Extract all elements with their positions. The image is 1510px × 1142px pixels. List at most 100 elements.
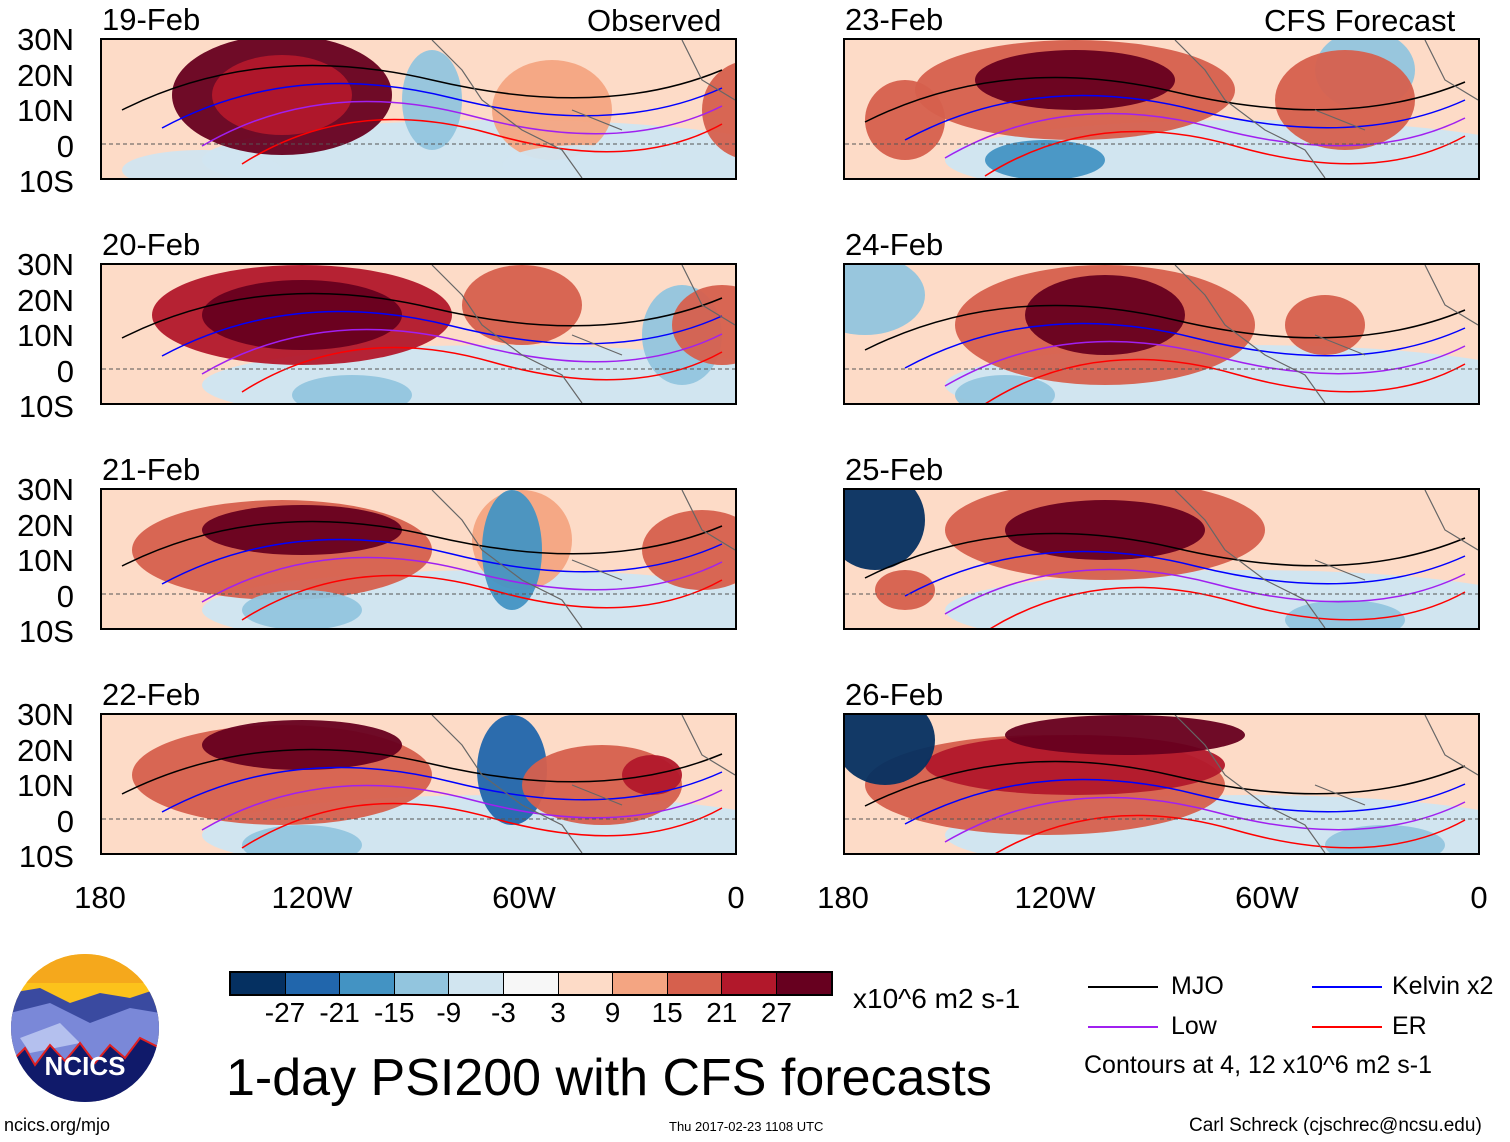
colorbar-swatch (776, 973, 831, 994)
lat-label: 20N (17, 507, 74, 543)
lat-label: 0 (56, 578, 74, 614)
lat-label: 10N (17, 768, 74, 803)
lat-label: 20N (17, 57, 74, 93)
contour-line (201, 328, 723, 375)
anomaly-field (845, 715, 935, 785)
lat-label: 30N (17, 247, 74, 282)
map-panel-25-feb (843, 488, 1480, 630)
lat-label: 0 (56, 128, 74, 164)
kelvin-legend-label: Kelvin x2 (1392, 972, 1494, 1000)
contour-line (944, 796, 1466, 843)
contour-line (241, 346, 723, 393)
panel-date: 21-Feb (102, 452, 201, 487)
lat-label: 0 (56, 803, 74, 839)
coastline (431, 265, 735, 403)
contour-line (161, 310, 723, 357)
contour-line (944, 112, 1466, 159)
anomaly-field (955, 375, 1055, 403)
anomaly-field (1005, 500, 1205, 560)
contour-line (944, 340, 1466, 387)
contour-line (990, 586, 1466, 628)
source-url[interactable]: ncics.org/mjo (4, 1115, 111, 1135)
contour-line (161, 82, 723, 129)
anomaly-field (292, 375, 412, 403)
contour-line (985, 358, 1466, 403)
forecast-label: CFS Forecast (1264, 3, 1456, 38)
contour-line (944, 568, 1466, 615)
panel-date: 22-Feb (102, 677, 201, 712)
panel-date: 24-Feb (845, 227, 944, 262)
anomaly-field (1325, 825, 1445, 853)
lat-label: 10S (18, 614, 74, 649)
lat-label: 10S (18, 839, 74, 874)
observed-label: Observed (587, 3, 722, 38)
contour-line (984, 130, 1466, 177)
coastline (1174, 490, 1478, 628)
colorbar (229, 971, 833, 996)
lat-label: 20N (17, 732, 74, 768)
coastline (431, 490, 735, 628)
contour-line (864, 760, 1466, 807)
anomaly-field (402, 50, 462, 150)
map-panel-20-feb (100, 263, 737, 405)
lon-label: 60W (1235, 880, 1299, 915)
contour-line (121, 748, 723, 795)
anomaly-field (702, 62, 735, 158)
lat-label: 30N (17, 697, 74, 732)
anomaly-field (1025, 275, 1185, 355)
lon-label: 0 (727, 880, 745, 915)
colorbar-tick-label: 3 (550, 997, 566, 1028)
anomaly-field (122, 150, 282, 178)
lat-label: 30N (17, 472, 74, 507)
svg-text:NCICS: NCICS (45, 1051, 126, 1081)
colorbar-swatch (722, 973, 777, 994)
anomaly-field (845, 265, 925, 335)
anomaly-field (212, 55, 352, 135)
contour-line (241, 574, 723, 621)
colorbar-tick-label: -21 (319, 997, 360, 1028)
colorbar-tick-label: -9 (436, 997, 462, 1028)
kelvin-legend-line (1312, 986, 1382, 988)
panel-date: 26-Feb (845, 677, 944, 712)
low-legend-line (1088, 1026, 1158, 1028)
anomaly-field (1285, 600, 1405, 628)
coastline (1174, 715, 1478, 853)
map-panel-22-feb (100, 713, 737, 855)
contour-line (201, 100, 723, 147)
contour-line (241, 118, 723, 165)
anomaly-field (492, 60, 612, 160)
colorbar-units: x10^6 m2 s-1 (853, 983, 1021, 1014)
contour-line (864, 532, 1466, 579)
colorbar-swatch (449, 973, 504, 994)
timestamp: Thu 2017-02-23 1108 UTC (669, 1119, 824, 1134)
contour-line (904, 778, 1466, 825)
colorbar-swatch (558, 973, 614, 994)
coastline (1174, 40, 1478, 178)
map-panel-24-feb (843, 263, 1480, 405)
coastline (1174, 265, 1478, 403)
contour-line (904, 550, 1466, 597)
lat-label: 10S (18, 389, 74, 424)
panel-date: 20-Feb (102, 227, 201, 262)
coastline (431, 715, 735, 853)
colorbar-swatch (231, 973, 286, 994)
contour-line (864, 76, 1466, 123)
colorbar-tick-label: 27 (760, 997, 792, 1028)
colorbar-tick-label: -27 (264, 997, 306, 1028)
colorbar-swatch (394, 973, 450, 994)
colorbar-tick-label: 9 (604, 997, 621, 1028)
lat-label: 10N (17, 93, 74, 128)
contour-line (864, 304, 1466, 351)
figure-title: 1-day PSI200 with CFS forecasts (226, 1049, 992, 1107)
contour-line (161, 538, 723, 585)
panel-date: 25-Feb (845, 452, 944, 487)
er-legend-line (1312, 1026, 1382, 1028)
anomaly-field (875, 570, 935, 610)
colorbar-swatch (667, 973, 723, 994)
colorbar-swatch (340, 973, 395, 994)
lat-label: 20N (17, 282, 74, 318)
contour-line (904, 94, 1466, 141)
lon-label: 180 (74, 880, 126, 915)
lat-label: 30N (17, 22, 74, 57)
anomaly-field (672, 285, 735, 365)
